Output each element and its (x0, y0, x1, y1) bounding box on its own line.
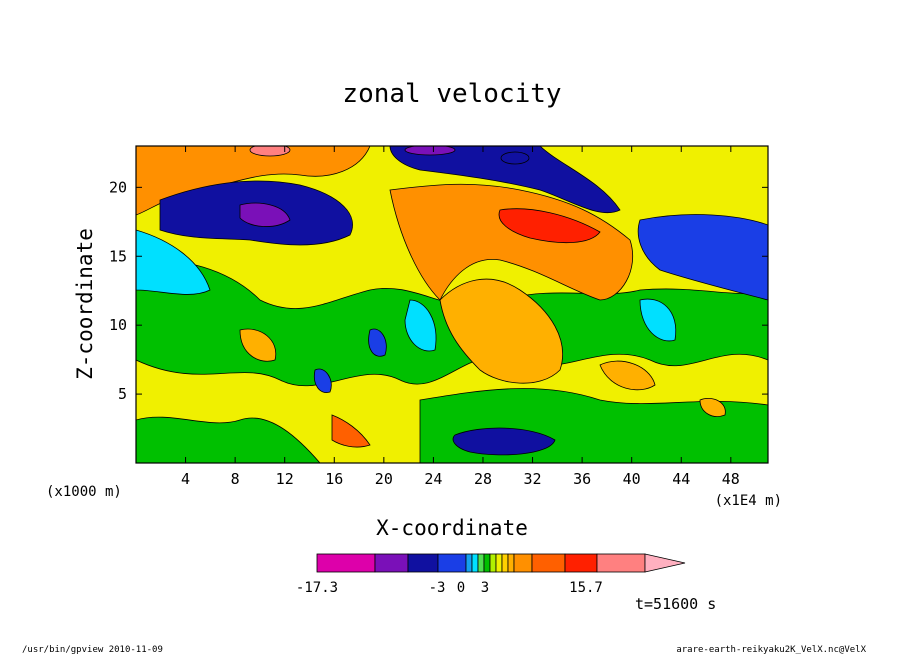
x-tick-label: 40 (623, 470, 641, 488)
chart-title: zonal velocity (342, 79, 561, 109)
x-tick-label: 16 (325, 470, 343, 488)
colorbar-label-zero: 0 (457, 580, 465, 596)
y-tick-label: 20 (109, 178, 127, 196)
y-axis-label: Z-coordinate (73, 228, 97, 380)
x-tick-label: 32 (524, 470, 542, 488)
colorbar-segment (437, 553, 467, 573)
colorbar-segment (507, 553, 515, 573)
field-region (249, 146, 291, 157)
y-axis: 5 10 15 20 (109, 178, 768, 403)
field-region (639, 298, 677, 342)
colorbar-segment (495, 553, 503, 573)
x-tick-label: 4 (181, 470, 190, 488)
plot-frame (135, 145, 769, 464)
x-tick-label: 12 (276, 470, 294, 488)
field-region (331, 414, 371, 448)
field-region (404, 146, 456, 156)
colorbar-segment (531, 553, 566, 573)
colorbar-segment (465, 553, 473, 573)
colorbar-min-label: -17.3 (296, 580, 338, 596)
colorbar-segment (374, 553, 409, 573)
footer-left: /usr/bin/gpview 2010-11-09 (22, 645, 163, 654)
colorbar-segment (513, 553, 533, 573)
field-region (699, 398, 726, 417)
x-axis-label: X-coordinate (376, 516, 528, 540)
colorbar-segment (596, 553, 646, 573)
x-tick-label: 20 (375, 470, 393, 488)
field-region (599, 360, 656, 391)
x-axis: 4 8 12 16 20 24 28 32 36 40 44 48 (181, 146, 740, 488)
colorbar-segment (483, 553, 491, 573)
y-tick-label: 10 (109, 316, 127, 334)
plot-area (136, 146, 768, 463)
colorbar (316, 553, 686, 573)
field-region (500, 151, 530, 165)
x-tick-label: 8 (231, 470, 240, 488)
x-unit-right: (x1E4 m) (715, 493, 782, 509)
field-region (368, 328, 387, 357)
colorbar-segment (489, 553, 497, 573)
colorbar-max-label: 15.7 (569, 580, 603, 596)
field-region (498, 208, 601, 244)
y-tick-label: 15 (109, 247, 127, 265)
colorbar-segment (471, 553, 479, 573)
colorbar-segment (564, 553, 598, 573)
time-label: t=51600 s (635, 595, 716, 613)
colorbar-label-pos: 3 (481, 580, 489, 596)
field-region (136, 416, 321, 463)
field-region (637, 214, 768, 301)
field-region (404, 299, 437, 352)
field-region (239, 328, 277, 362)
x-tick-label: 36 (573, 470, 591, 488)
x-tick-label: 28 (474, 470, 492, 488)
colorbar-segment (501, 553, 509, 573)
colorbar-label-neg: -3 (429, 580, 446, 596)
field-region (389, 146, 621, 214)
colorbar-segment (316, 553, 376, 573)
x-tick-label: 24 (424, 470, 442, 488)
field-region (313, 368, 332, 393)
footer-right: arare-earth-reikyaku2K_VelX.nc@VelX (676, 645, 866, 654)
colorbar-segment (407, 553, 439, 573)
x-tick-label: 44 (672, 470, 690, 488)
colorbar-segment (477, 553, 485, 573)
field-region (136, 229, 211, 295)
field-region (239, 202, 291, 227)
field-region (452, 427, 556, 456)
colorbar-arrow (644, 553, 686, 573)
x-tick-label: 48 (722, 470, 740, 488)
y-tick-label: 5 (118, 385, 127, 403)
x-unit-left: (x1000 m) (46, 484, 122, 500)
field-region (439, 278, 563, 384)
